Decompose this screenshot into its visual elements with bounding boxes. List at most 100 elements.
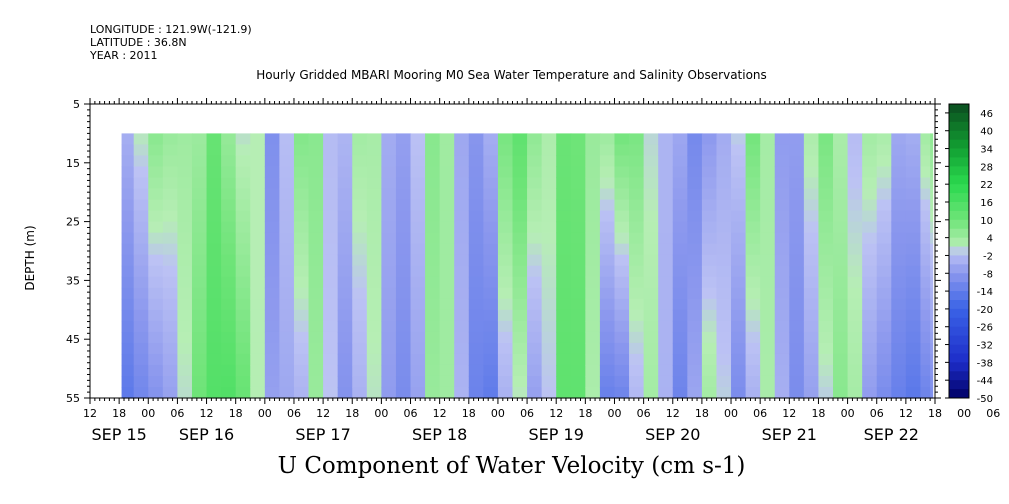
heatmap-cell bbox=[148, 287, 164, 300]
heatmap-cell bbox=[293, 320, 310, 333]
heatmap-cell bbox=[905, 309, 922, 322]
heatmap-cell bbox=[891, 199, 907, 212]
heatmap-cell bbox=[439, 188, 455, 201]
heatmap-cell bbox=[468, 177, 484, 190]
heatmap-cell bbox=[410, 232, 426, 245]
heatmap-cell bbox=[133, 210, 149, 223]
x-hour-label: 12 bbox=[899, 407, 913, 420]
heatmap-cell bbox=[556, 210, 572, 223]
heatmap-cell bbox=[847, 364, 863, 377]
heatmap-cell bbox=[177, 133, 193, 146]
heatmap-cell bbox=[483, 155, 499, 168]
heatmap-cell bbox=[920, 166, 931, 179]
heatmap-cell bbox=[847, 221, 863, 234]
heatmap-cell bbox=[629, 199, 645, 212]
heatmap-cell bbox=[731, 177, 747, 190]
heatmap-cell bbox=[323, 342, 339, 355]
heatmap-cell bbox=[177, 188, 193, 201]
heatmap-cell bbox=[425, 353, 441, 366]
colorbar-label: 22 bbox=[980, 180, 993, 191]
heatmap-cell bbox=[177, 177, 193, 190]
heatmap-cell bbox=[614, 375, 630, 388]
heatmap-cell bbox=[162, 331, 179, 344]
heatmap-cell bbox=[905, 287, 922, 300]
heatmap-cell bbox=[235, 232, 251, 245]
heatmap-cell bbox=[541, 298, 557, 311]
heatmap-cell bbox=[512, 177, 528, 190]
heatmap-cell bbox=[774, 265, 790, 278]
heatmap-cell bbox=[760, 199, 776, 212]
heatmap-cell bbox=[293, 166, 310, 179]
heatmap-cell bbox=[930, 298, 934, 311]
heatmap-cell bbox=[468, 276, 484, 289]
heatmap-cell bbox=[862, 331, 878, 344]
heatmap-cell bbox=[905, 155, 922, 168]
heatmap-cell bbox=[862, 287, 878, 300]
heatmap-cell bbox=[162, 166, 179, 179]
heatmap-cell bbox=[381, 298, 397, 311]
heatmap-cell bbox=[672, 353, 688, 366]
heatmap-cell bbox=[862, 210, 878, 223]
heatmap-cell bbox=[556, 265, 572, 278]
heatmap-cell bbox=[323, 353, 339, 366]
heatmap-cell bbox=[731, 188, 747, 201]
heatmap-cell bbox=[658, 364, 674, 377]
heatmap-cell bbox=[439, 166, 455, 179]
heatmap-cell bbox=[308, 232, 324, 245]
heatmap-cell bbox=[381, 166, 397, 179]
heatmap-cell bbox=[133, 221, 149, 234]
heatmap-cell bbox=[629, 188, 645, 201]
heatmap-cell bbox=[862, 166, 878, 179]
heatmap-cell bbox=[264, 221, 280, 234]
heatmap-cell bbox=[148, 254, 164, 267]
heatmap-cell bbox=[930, 276, 934, 289]
heatmap-cell bbox=[250, 320, 266, 333]
heatmap-cell bbox=[920, 386, 931, 399]
heatmap-cell bbox=[323, 287, 339, 300]
heatmap-cell bbox=[541, 353, 557, 366]
heatmap-cell bbox=[235, 188, 251, 201]
heatmap-cell bbox=[395, 254, 412, 267]
heatmap-cell bbox=[221, 243, 237, 256]
heatmap-cell bbox=[148, 133, 164, 146]
heatmap-cell bbox=[876, 353, 892, 366]
heatmap-cell bbox=[789, 254, 805, 267]
heatmap-cell bbox=[279, 221, 295, 234]
heatmap-cell bbox=[629, 342, 645, 355]
heatmap-cell bbox=[279, 353, 295, 366]
heatmap-cell bbox=[789, 221, 805, 234]
heatmap-cell bbox=[930, 188, 934, 201]
heatmap-cell bbox=[876, 210, 892, 223]
heatmap-cell bbox=[760, 254, 776, 267]
heatmap-cell bbox=[570, 298, 586, 311]
heatmap-cell bbox=[629, 221, 645, 234]
heatmap-cell bbox=[760, 221, 776, 234]
heatmap-cell bbox=[337, 155, 353, 168]
heatmap-cell bbox=[308, 221, 324, 234]
heatmap-cell bbox=[905, 331, 922, 344]
heatmap-cell bbox=[323, 331, 339, 344]
colorbar-label: -8 bbox=[983, 269, 993, 280]
heatmap-cell bbox=[381, 276, 397, 289]
heatmap-cell bbox=[672, 221, 688, 234]
heatmap-cell bbox=[818, 188, 834, 201]
heatmap-cell bbox=[323, 188, 339, 201]
heatmap-cell bbox=[701, 243, 718, 256]
heatmap-cell bbox=[774, 364, 790, 377]
colorbar-label: 10 bbox=[980, 216, 993, 227]
heatmap-cell bbox=[177, 375, 193, 388]
heatmap-cell bbox=[235, 342, 251, 355]
heatmap-cell bbox=[585, 320, 601, 333]
heatmap-cell bbox=[716, 320, 732, 333]
heatmap-cell bbox=[483, 199, 499, 212]
heatmap-cell bbox=[687, 353, 703, 366]
heatmap-cell bbox=[293, 188, 310, 201]
heatmap-cell bbox=[454, 210, 470, 223]
x-hour-label: 12 bbox=[433, 407, 447, 420]
heatmap-cell bbox=[395, 265, 412, 278]
heatmap-cell bbox=[121, 144, 135, 157]
heatmap-cell bbox=[468, 309, 484, 322]
heatmap-cell bbox=[395, 375, 412, 388]
heatmap-cell bbox=[643, 364, 659, 377]
heatmap-cell bbox=[177, 199, 193, 212]
